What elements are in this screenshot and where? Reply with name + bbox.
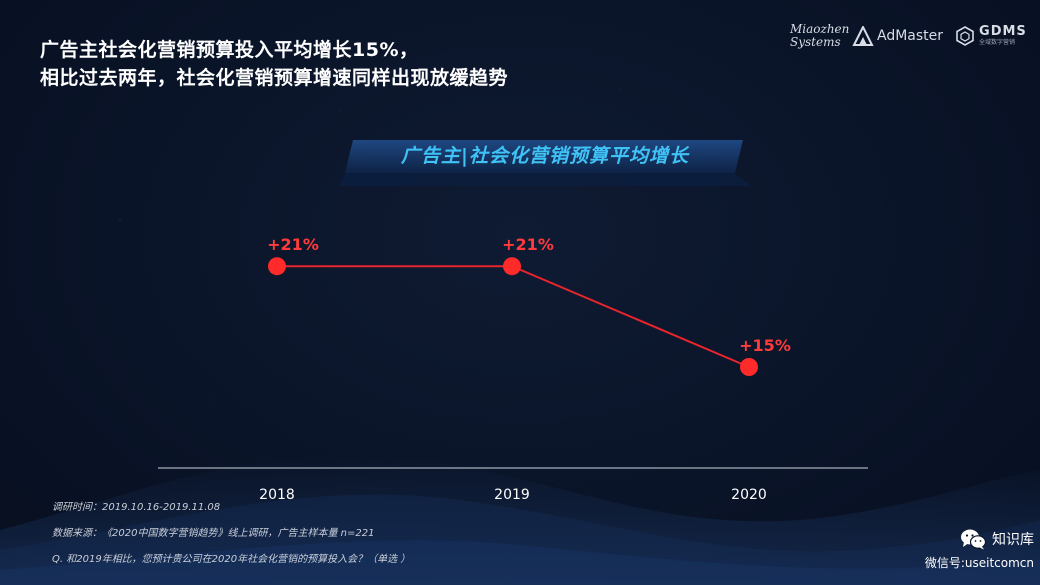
series-line	[277, 265, 750, 368]
banner-background	[339, 140, 751, 186]
data-point-2018	[268, 257, 286, 276]
gdms-logo-subtext: 全域数字营销	[979, 39, 1016, 46]
admaster-logo-text: AdMaster	[877, 28, 944, 44]
wechat-account-id: 微信号:useitcomcn	[924, 556, 1034, 570]
wechat-account-name: 知识库	[992, 532, 1034, 548]
background-waves	[0, 455, 1040, 585]
footnotes: 调研时间：2019.10.16-2019.11.08 数据来源：《2020中国数…	[52, 500, 410, 578]
data-point-2019	[503, 257, 521, 276]
wechat-icon	[961, 529, 986, 550]
data-label-2020: +15%	[739, 336, 791, 355]
x-tick-label-2020: 2020	[731, 487, 767, 503]
data-source-note: 数据来源：《2020中国数字营销趋势》线上调研，广告主样本量 n=221	[52, 528, 375, 539]
page-title-line-1: 广告主社会化营销预算投入平均增长15%，	[40, 39, 419, 61]
data-label-2018: +21%	[267, 235, 319, 254]
wechat-watermark: 知识库 微信号:useitcomcn	[908, 528, 1034, 571]
chart-title-banner: 广告主|社会化营销预算平均增长	[339, 140, 751, 186]
miaozhen-logo: Miaozhen Systems	[790, 22, 850, 49]
survey-time-note: 调研时间：2019.10.16-2019.11.08	[52, 502, 221, 513]
miaozhen-logo-line-1: Miaozhen	[790, 22, 850, 36]
chart-title: 广告主|社会化营销预算平均增长	[401, 145, 689, 167]
page-title: 广告主社会化营销预算投入平均增长15%， 相比过去两年，社会化营销预算增速同样出…	[40, 36, 508, 92]
page-title-line-2: 相比过去两年，社会化营销预算增速同样出现放缓趋势	[40, 67, 509, 89]
x-tick-label-2018: 2018	[259, 487, 295, 503]
question-note: Q. 和2019年相比，您预计贵公司在2020年社会化营销的预算投入会？（单选 …	[52, 554, 411, 565]
gdms-logo: GDMS 全域数字营销	[955, 25, 1027, 47]
gdms-logo-text: GDMS	[979, 24, 1027, 39]
admaster-logo: AdMaster	[852, 26, 943, 46]
data-label-2019: +21%	[502, 235, 554, 254]
x-tick-label-2019: 2019	[494, 487, 530, 503]
gdms-hex-icon	[956, 26, 974, 46]
miaozhen-logo-line-2: Systems	[790, 35, 841, 49]
partner-logos: Miaozhen Systems AdMaster GDMS 全域数字营销	[790, 14, 1030, 58]
data-point-2020	[740, 358, 758, 376]
admaster-mark-icon	[852, 26, 874, 46]
